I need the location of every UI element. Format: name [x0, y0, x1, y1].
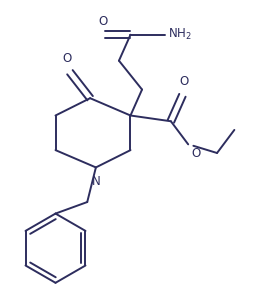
- Text: O: O: [98, 14, 108, 28]
- Text: N: N: [92, 175, 100, 188]
- Text: O: O: [62, 52, 72, 65]
- Text: O: O: [179, 75, 188, 88]
- Text: O: O: [191, 147, 200, 160]
- Text: NH$_2$: NH$_2$: [168, 27, 192, 42]
